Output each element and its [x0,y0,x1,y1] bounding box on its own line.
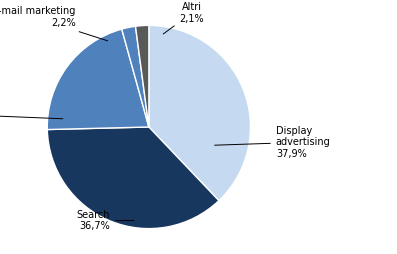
Text: Display
advertising
37,9%: Display advertising 37,9% [215,126,331,159]
Text: Altri
2,1%: Altri 2,1% [163,2,204,34]
Wedge shape [47,127,219,229]
Text: e-mail marketing
2,2%: e-mail marketing 2,2% [0,6,108,41]
Text: Search
36,7%: Search 36,7% [77,210,134,231]
Wedge shape [149,25,251,201]
Wedge shape [122,26,149,127]
Wedge shape [47,29,149,130]
Wedge shape [135,25,149,127]
Text: Affiliate,
directoriese
classified
21,1%: Affiliate, directoriese classified 21,1% [0,92,63,137]
